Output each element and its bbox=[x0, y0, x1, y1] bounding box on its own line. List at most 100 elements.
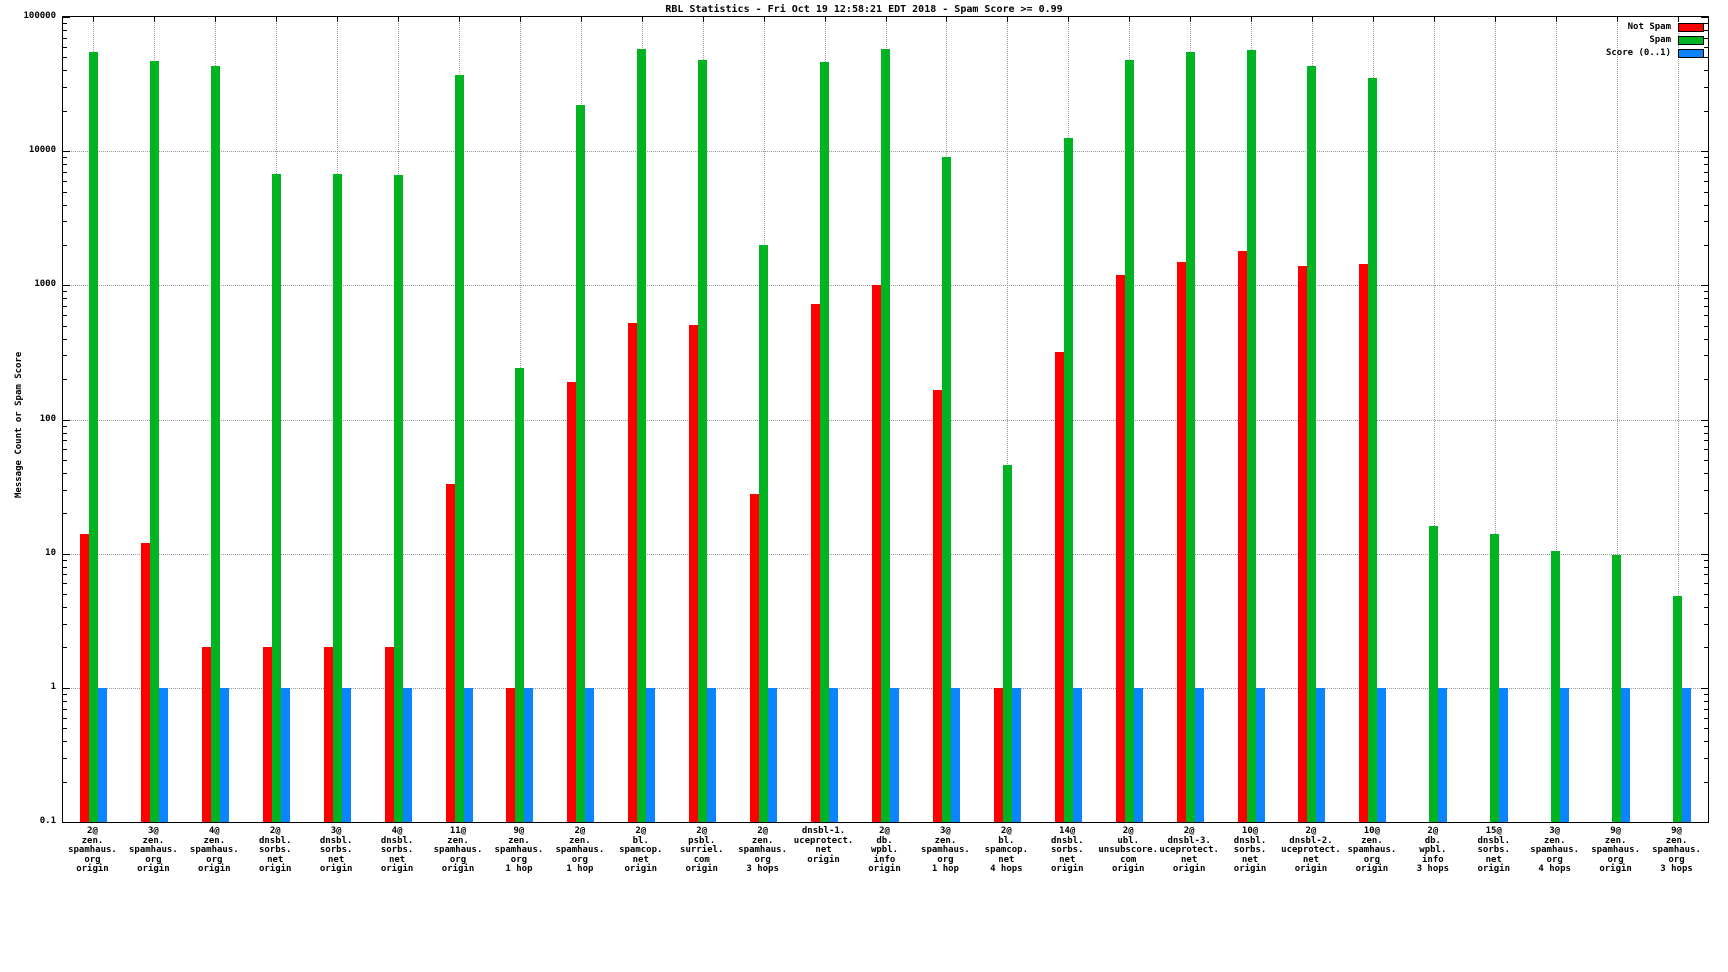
x-category-label-line: org bbox=[145, 854, 162, 865]
y-minor-tick-mark bbox=[63, 180, 67, 182]
x-category-label-line: wpbl. bbox=[870, 845, 899, 855]
bar-not-spam bbox=[1298, 265, 1308, 822]
y-minor-tick-mark bbox=[63, 432, 67, 434]
x-category-label: 2@ bl. spamcop. net 4 hops bbox=[974, 826, 1038, 875]
bar-score-0-1 bbox=[1377, 687, 1387, 822]
x-category-label-line: 2@ bbox=[1427, 826, 1439, 836]
x-category-label-line: db. bbox=[1424, 835, 1441, 846]
y-tick-mark bbox=[1701, 553, 1708, 555]
x-category-label-line: 10@ bbox=[1241, 826, 1259, 836]
x-category-label-line: origin bbox=[1172, 864, 1206, 874]
y-minor-tick-mark bbox=[1704, 291, 1708, 293]
y-minor-tick-mark bbox=[1704, 559, 1708, 561]
bar-score-0-1 bbox=[829, 687, 839, 822]
y-minor-tick-mark bbox=[1704, 693, 1708, 695]
y-minor-tick-mark bbox=[1704, 440, 1708, 442]
x-category-label-line: origin bbox=[1355, 864, 1389, 874]
x-category-label-line: zen. bbox=[1543, 835, 1566, 846]
y-minor-tick-mark bbox=[63, 30, 67, 31]
bar-score-0-1 bbox=[1194, 687, 1204, 822]
x-category-label-line: origin bbox=[441, 864, 475, 874]
y-minor-tick-mark bbox=[63, 164, 67, 166]
legend-label: Spam bbox=[1649, 35, 1671, 45]
x-category-label: 2@ dnsbl-2. uceprotect. net origin bbox=[1279, 826, 1343, 875]
x-category-label: 2@ zen. spamhaus. org origin bbox=[60, 826, 124, 875]
x-category-label-line: spamhaus. bbox=[1530, 845, 1580, 855]
bar-score-0-1 bbox=[158, 687, 168, 822]
bar-score-0-1 bbox=[280, 687, 290, 822]
bar-score-0-1 bbox=[707, 687, 717, 822]
bar-score-0-1 bbox=[219, 687, 229, 822]
x-category-label: 2@ dnsbl. sorbs. net origin bbox=[243, 826, 307, 875]
bar-not-spam bbox=[201, 647, 211, 822]
x-category-label-line: org bbox=[1546, 854, 1563, 865]
bar-not-spam bbox=[445, 484, 455, 822]
y-minor-tick-mark bbox=[63, 291, 67, 293]
x-category-label-line: info bbox=[873, 854, 896, 865]
x-category-label-line: net bbox=[1180, 854, 1198, 865]
x-tick-mark bbox=[763, 17, 765, 22]
x-category-label-line: origin bbox=[685, 864, 718, 874]
bar-score-0-1 bbox=[1316, 687, 1326, 822]
x-category-label-line: origin bbox=[1111, 864, 1145, 874]
x-category-label: 2@ ubl. unsubscore. com origin bbox=[1096, 826, 1160, 875]
bar-not-spam bbox=[79, 534, 89, 822]
bar-spam bbox=[210, 66, 220, 822]
y-minor-tick-mark bbox=[1704, 607, 1708, 609]
bar-score-0-1 bbox=[1682, 687, 1692, 822]
x-category-label-line: 4 hops bbox=[1538, 864, 1571, 874]
y-minor-tick-mark bbox=[63, 23, 67, 25]
bar-not-spam bbox=[1359, 263, 1369, 822]
y-minor-tick-mark bbox=[1704, 23, 1708, 25]
y-minor-tick-mark bbox=[63, 717, 67, 719]
x-category-label-line: sorbs. bbox=[1051, 845, 1084, 855]
x-category-label-line: 3 hops bbox=[746, 864, 779, 874]
y-minor-tick-mark bbox=[63, 338, 67, 340]
x-category-label-line: zen. bbox=[751, 835, 774, 846]
y-tick-mark bbox=[1701, 687, 1708, 689]
y-tick-mark bbox=[1701, 419, 1708, 421]
bar-score-0-1 bbox=[646, 687, 656, 822]
x-category-label-line: 3@ bbox=[330, 826, 342, 836]
x-tick-mark bbox=[824, 17, 826, 22]
x-category-label: 3@ zen. spamhaus. org 1 hop bbox=[913, 826, 977, 875]
x-category-label-line: origin bbox=[807, 854, 840, 865]
x-category-label-line: dnsbl. bbox=[319, 835, 353, 846]
x-category-label-line: bl. bbox=[632, 835, 649, 846]
y-minor-tick-mark bbox=[1704, 110, 1708, 112]
bar-not-spam bbox=[262, 647, 272, 822]
y-minor-tick-mark bbox=[1704, 728, 1708, 730]
x-category-label-line: 2@ bbox=[1183, 826, 1195, 836]
x-tick-mark bbox=[1372, 17, 1374, 22]
y-minor-tick-mark bbox=[63, 700, 67, 702]
x-category-label-line: 2@ bbox=[87, 826, 98, 836]
x-category-label: 2@ zen. spamhaus. org 3 hops bbox=[731, 826, 795, 875]
bar-not-spam bbox=[1115, 274, 1125, 822]
y-tick-mark bbox=[63, 687, 70, 689]
x-category-label-line: 1 hop bbox=[931, 864, 959, 874]
x-tick-mark bbox=[1007, 17, 1009, 22]
x-category-label-line: dnsbl-3. bbox=[1167, 835, 1211, 846]
x-category-label-line: sorbs. bbox=[258, 845, 292, 855]
y-minor-tick-mark bbox=[63, 315, 67, 317]
plot-area bbox=[62, 16, 1709, 823]
x-category-label-line: 2@ bbox=[757, 826, 769, 836]
x-category-label: 3@ zen. spamhaus. org origin bbox=[121, 826, 185, 875]
bar-score-0-1 bbox=[1011, 687, 1021, 822]
x-category-label-line: dnsbl-1. bbox=[801, 826, 846, 836]
x-category-label-line: uceprotect. bbox=[1159, 845, 1219, 855]
x-category-label-line: net bbox=[1302, 854, 1320, 865]
x-tick-mark bbox=[1616, 17, 1618, 22]
x-category-label-line: origin bbox=[76, 864, 109, 874]
x-category-label-line: spamhaus. bbox=[738, 845, 788, 855]
x-category-label-line: 3 hops bbox=[1660, 864, 1693, 874]
y-minor-tick-mark bbox=[1704, 355, 1708, 357]
y-minor-tick-mark bbox=[63, 440, 67, 442]
x-category-label-line: net bbox=[998, 854, 1015, 865]
x-category-label-line: net bbox=[267, 854, 284, 865]
y-minor-tick-mark bbox=[1704, 244, 1708, 246]
y-minor-tick-mark bbox=[63, 171, 67, 173]
x-category-label-line: zen. bbox=[447, 835, 469, 846]
gridline-vertical bbox=[1555, 17, 1557, 822]
gridline-vertical bbox=[1677, 17, 1679, 822]
